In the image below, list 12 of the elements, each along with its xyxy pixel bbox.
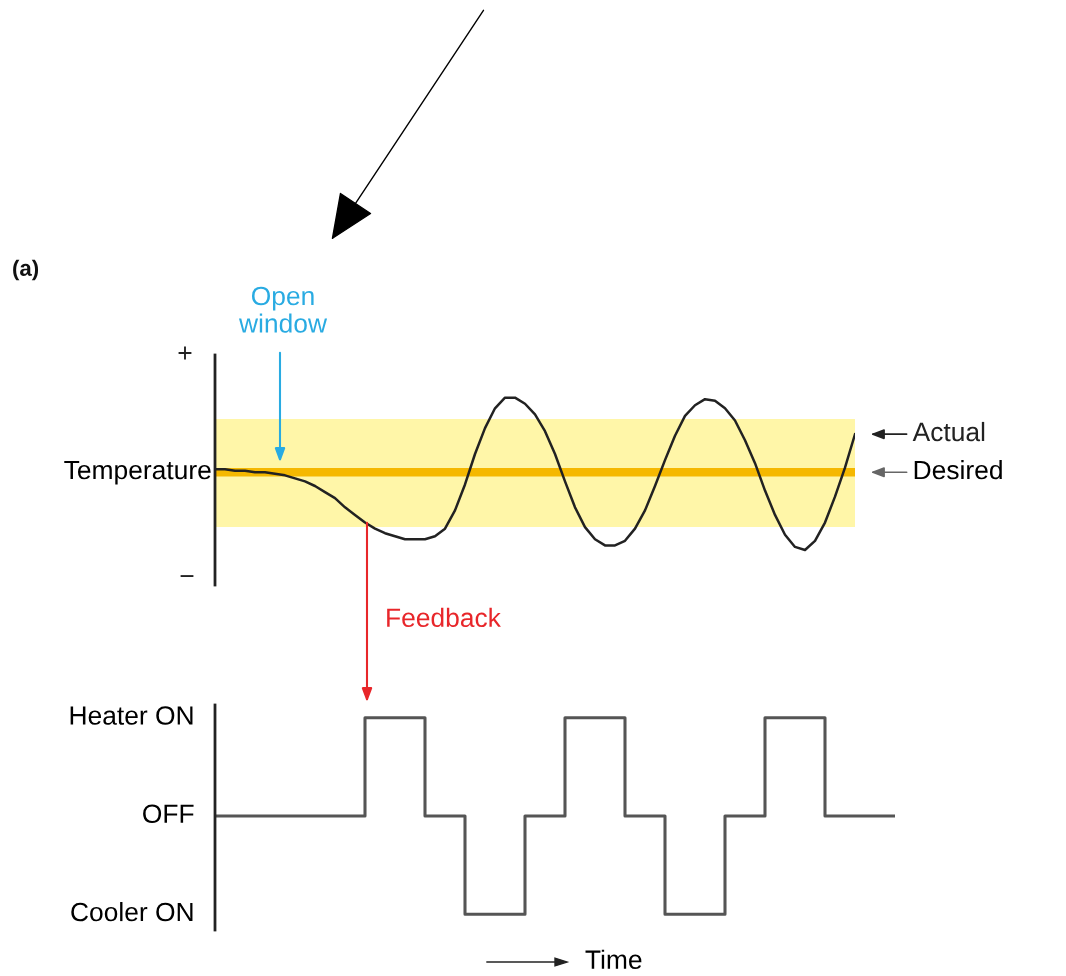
ref-line-label: Desired bbox=[914, 459, 1002, 480]
legend-label: Actual bbox=[912, 421, 985, 442]
text: Heater ON bbox=[70, 706, 193, 725]
text: − bbox=[180, 575, 194, 577]
text: Open window bbox=[238, 286, 328, 333]
y-axis-title: Temperature bbox=[64, 460, 211, 485]
x-axis-title: Time bbox=[585, 949, 642, 970]
text: OFF bbox=[143, 804, 194, 824]
text: (a) bbox=[13, 259, 39, 281]
text: + bbox=[178, 346, 192, 360]
text: Cooler ON bbox=[71, 901, 193, 922]
text: Feedback bbox=[387, 607, 501, 628]
